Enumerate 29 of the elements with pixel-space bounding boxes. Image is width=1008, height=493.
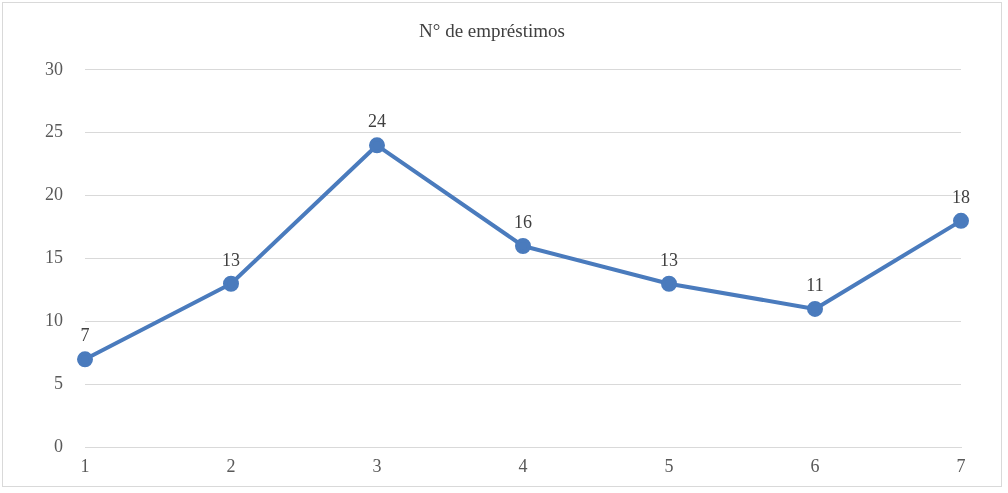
x-tick-label: 6: [810, 455, 820, 476]
point: [661, 275, 677, 292]
x-tick-label: 5: [664, 455, 674, 476]
data-label: 16: [514, 211, 532, 232]
point: [223, 275, 239, 292]
x-tick-label: 4: [518, 455, 528, 476]
y-tick-label: 10: [45, 310, 63, 331]
y-tick-label: 15: [45, 247, 63, 268]
chart-title: N° de empréstimos: [419, 20, 565, 42]
point: [953, 212, 969, 229]
y-tick-label: 5: [54, 373, 63, 394]
point: [77, 351, 93, 368]
y-tick-label: 25: [45, 121, 63, 142]
y-tick-label: 30: [45, 58, 63, 79]
data-label: 11: [806, 274, 824, 295]
x-tick-label: 1: [80, 455, 90, 476]
y-tick-label: 20: [45, 184, 63, 205]
point: [369, 137, 385, 154]
point: [515, 238, 531, 255]
data-label: 13: [222, 249, 240, 270]
data-label: 18: [952, 186, 970, 207]
data-label: 7: [80, 325, 90, 346]
y-tick-label: 0: [54, 436, 63, 457]
x-tick-label: 2: [226, 455, 236, 476]
x-tick-label: 3: [372, 455, 382, 476]
x-tick-label: 7: [956, 455, 966, 476]
point: [807, 300, 823, 317]
data-label: 13: [660, 249, 678, 270]
data-label: 24: [368, 111, 386, 132]
